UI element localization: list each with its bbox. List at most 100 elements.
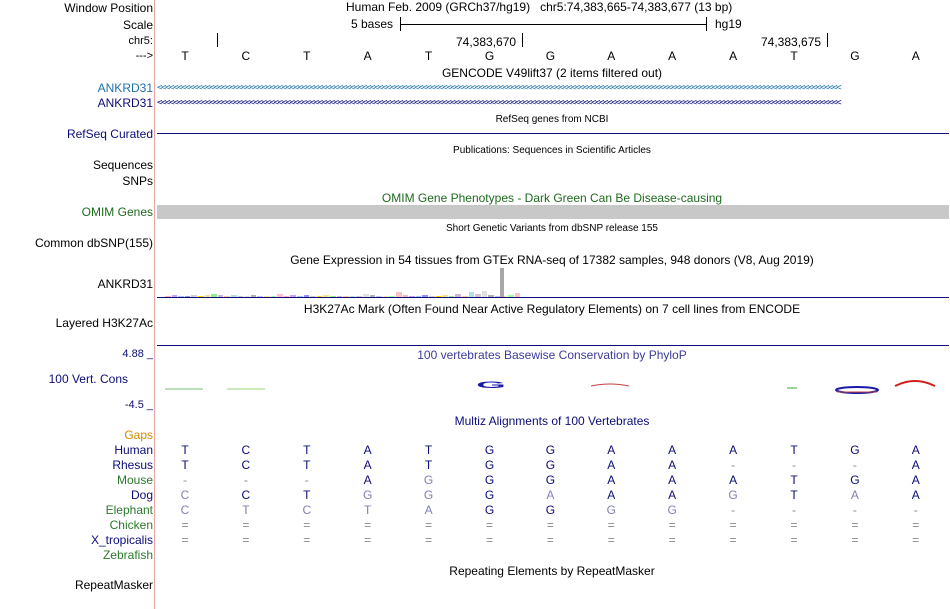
gtex-tissue-bar[interactable] — [448, 296, 455, 297]
gencode-item-label[interactable]: ANKRD31 — [97, 81, 153, 95]
gtex-tissue-bar[interactable] — [402, 295, 409, 297]
gtex-tissue-bar[interactable] — [237, 296, 244, 297]
species-label[interactable]: Dog — [130, 488, 153, 502]
gtex-tissue-bar[interactable] — [369, 295, 376, 297]
gtex-tissue-bar[interactable] — [356, 296, 362, 297]
species-label[interactable]: Chicken — [109, 518, 153, 532]
sequences-label[interactable]: Sequences — [92, 158, 153, 172]
gtex-tissue-bar[interactable] — [330, 296, 336, 297]
snps-label[interactable]: SNPs — [122, 174, 153, 188]
aligned-base: A — [668, 473, 677, 487]
gtex-tissue-bar[interactable] — [184, 296, 191, 297]
gtex-tissue-bar[interactable] — [495, 296, 501, 297]
gtex-tissue-bar[interactable] — [475, 294, 481, 297]
scale-text: 5 bases — [351, 17, 394, 31]
gtex-gene-line — [157, 297, 949, 298]
gtex-tissue-bar[interactable] — [409, 296, 415, 297]
gtex-tissue-bar[interactable] — [363, 294, 369, 297]
gtex-tissue-bar[interactable] — [191, 295, 197, 297]
gtex-tissue-bar[interactable] — [165, 296, 171, 297]
species-label[interactable]: X_tropicalis — [90, 533, 153, 547]
gtex-tissue-bar[interactable] — [217, 295, 224, 297]
refseq-gene-line[interactable] — [157, 133, 949, 134]
gtex-tissue-bar[interactable] — [244, 296, 250, 297]
gencode-track-title: GENCODE V49lift37 (2 items filtered out) — [441, 66, 663, 80]
aligned-base: = — [181, 533, 189, 547]
gtex-tissue-bar[interactable] — [264, 296, 270, 297]
species-label[interactable]: Rhesus — [112, 458, 153, 472]
gtex-tissue-bar[interactable] — [277, 294, 283, 297]
gtex-tissue-bar[interactable] — [422, 295, 428, 297]
aligned-base: G — [728, 488, 738, 502]
gtex-tissue-bar[interactable] — [455, 294, 461, 297]
gtex-tissue-bar[interactable] — [323, 295, 329, 297]
gtex-tissue-bar[interactable] — [514, 293, 521, 297]
species-label[interactable]: Zebrafish — [102, 548, 153, 562]
gtex-tissue-bar[interactable] — [198, 296, 204, 297]
aligned-base: = — [364, 533, 372, 547]
aligned-base: A — [363, 458, 372, 472]
gtex-tissue-bar[interactable] — [257, 296, 263, 297]
gtex-tissue-bar[interactable] — [270, 296, 277, 297]
omim-genes-label[interactable]: OMIM Genes — [81, 205, 153, 219]
gtex-tissue-bar[interactable] — [500, 268, 504, 297]
gencode-item-label[interactable]: ANKRD31 — [97, 96, 153, 110]
repeatmasker-label[interactable]: RepeatMasker — [74, 578, 153, 592]
gtex-tissue-bar[interactable] — [488, 295, 494, 297]
gtex-tissue-bar[interactable] — [290, 295, 296, 297]
gtex-tissue-bar[interactable] — [468, 292, 475, 297]
species-label[interactable]: Elephant — [105, 503, 153, 517]
omim-gene-bar[interactable] — [157, 205, 949, 219]
gtex-tissue-bar[interactable] — [178, 296, 184, 297]
gtex-tissue-bar[interactable] — [316, 296, 323, 297]
gtex-tissue-bar[interactable] — [382, 296, 389, 297]
gaps-label[interactable]: Gaps — [124, 428, 153, 442]
strand-arrow-label[interactable]: ---> — [135, 50, 153, 62]
refseq-curated-label[interactable]: RefSeq Curated — [66, 127, 153, 141]
aligned-base: = — [607, 533, 615, 547]
gtex-tissue-bar[interactable] — [349, 296, 356, 297]
gtex-tissue-bar[interactable] — [376, 296, 382, 297]
gtex-tissue-bar[interactable] — [343, 296, 349, 297]
gtex-tissue-bar[interactable] — [171, 295, 178, 297]
aligned-base: = — [425, 533, 433, 547]
aligned-base: A — [668, 443, 677, 457]
gencode-item-arrows[interactable]: <<<<<<<<<<<<<<<<<<<<<<<<<<<<<<<<<<<<<<<<… — [157, 99, 842, 108]
h3k27ac-label[interactable]: Layered H3K27Ac — [55, 316, 153, 330]
gtex-expression-bars[interactable] — [157, 268, 949, 298]
gtex-tissue-bar[interactable] — [429, 296, 435, 297]
gtex-tissue-bar[interactable] — [250, 295, 257, 297]
aligned-base: = — [912, 518, 920, 532]
aligned-base: A — [729, 443, 738, 457]
gtex-tissue-bar[interactable] — [297, 296, 303, 297]
gtex-tissue-bar[interactable] — [231, 295, 237, 297]
gtex-tissue-bar[interactable] — [396, 292, 402, 297]
aligned-base: G — [667, 503, 677, 517]
dbsnp-label[interactable]: Common dbSNP(155) — [34, 236, 153, 250]
gencode-item-arrows[interactable]: <<<<<<<<<<<<<<<<<<<<<<<<<<<<<<<<<<<<<<<<… — [157, 84, 842, 93]
conservation-plot[interactable]: G — [157, 360, 949, 410]
multiz-track-title: Multiz Alignments of 100 Vertebrates — [454, 414, 650, 428]
species-label[interactable]: Human — [114, 443, 153, 457]
base-letter: T — [790, 49, 798, 63]
gtex-tissue-bar[interactable] — [442, 295, 448, 297]
gtex-gene-label[interactable]: ANKRD31 — [97, 277, 153, 291]
gtex-tissue-bar[interactable] — [462, 296, 468, 297]
gtex-tissue-bar[interactable] — [303, 295, 310, 297]
gtex-tissue-bar[interactable] — [283, 296, 290, 297]
gtex-tissue-bar[interactable] — [501, 296, 508, 297]
gtex-tissue-bar[interactable] — [508, 295, 514, 297]
conservation-label[interactable]: 100 Vert. Cons — [48, 372, 128, 386]
gtex-tissue-bar[interactable] — [211, 294, 217, 297]
gtex-tissue-bar[interactable] — [389, 296, 395, 297]
gtex-tissue-bar[interactable] — [435, 296, 442, 297]
gtex-tissue-bar[interactable] — [481, 291, 488, 297]
species-label[interactable]: Mouse — [116, 473, 153, 487]
gtex-tissue-bar[interactable] — [204, 295, 211, 297]
gtex-tissue-bar[interactable] — [310, 296, 316, 297]
gtex-tissue-bar[interactable] — [224, 296, 230, 297]
gtex-tissue-bar[interactable] — [336, 296, 343, 297]
gtex-tissue-bar[interactable] — [415, 296, 422, 297]
aligned-base: - — [852, 503, 857, 517]
